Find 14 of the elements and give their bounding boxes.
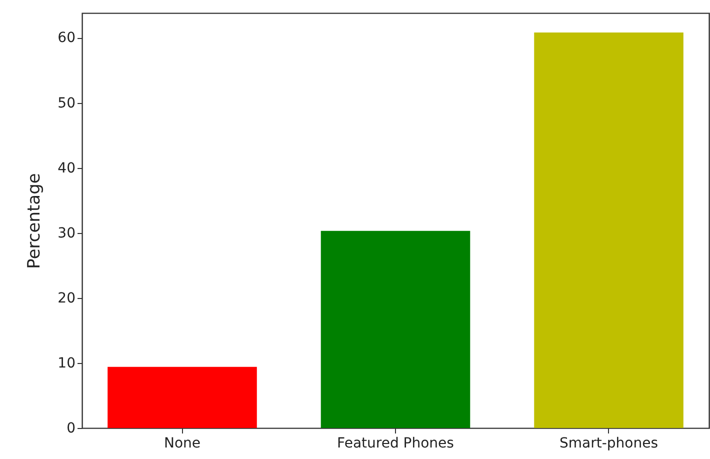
x-tick-label: Smart-phones bbox=[560, 436, 658, 452]
bar bbox=[108, 366, 257, 428]
y-axis-title: Percentage bbox=[24, 173, 45, 269]
y-tick-label: 40 bbox=[58, 160, 76, 176]
y-tick-label: 20 bbox=[58, 290, 76, 306]
y-tick-label: 30 bbox=[58, 225, 76, 242]
x-tick-label: Featured Phones bbox=[337, 436, 454, 452]
bar bbox=[534, 32, 684, 428]
y-tick-label: 0 bbox=[66, 420, 76, 436]
bar bbox=[320, 230, 470, 428]
x-tick-label: None bbox=[164, 436, 200, 452]
y-tick-label: 60 bbox=[58, 30, 76, 46]
y-tick-label: 10 bbox=[58, 355, 76, 372]
y-tick-label: 50 bbox=[58, 95, 76, 112]
